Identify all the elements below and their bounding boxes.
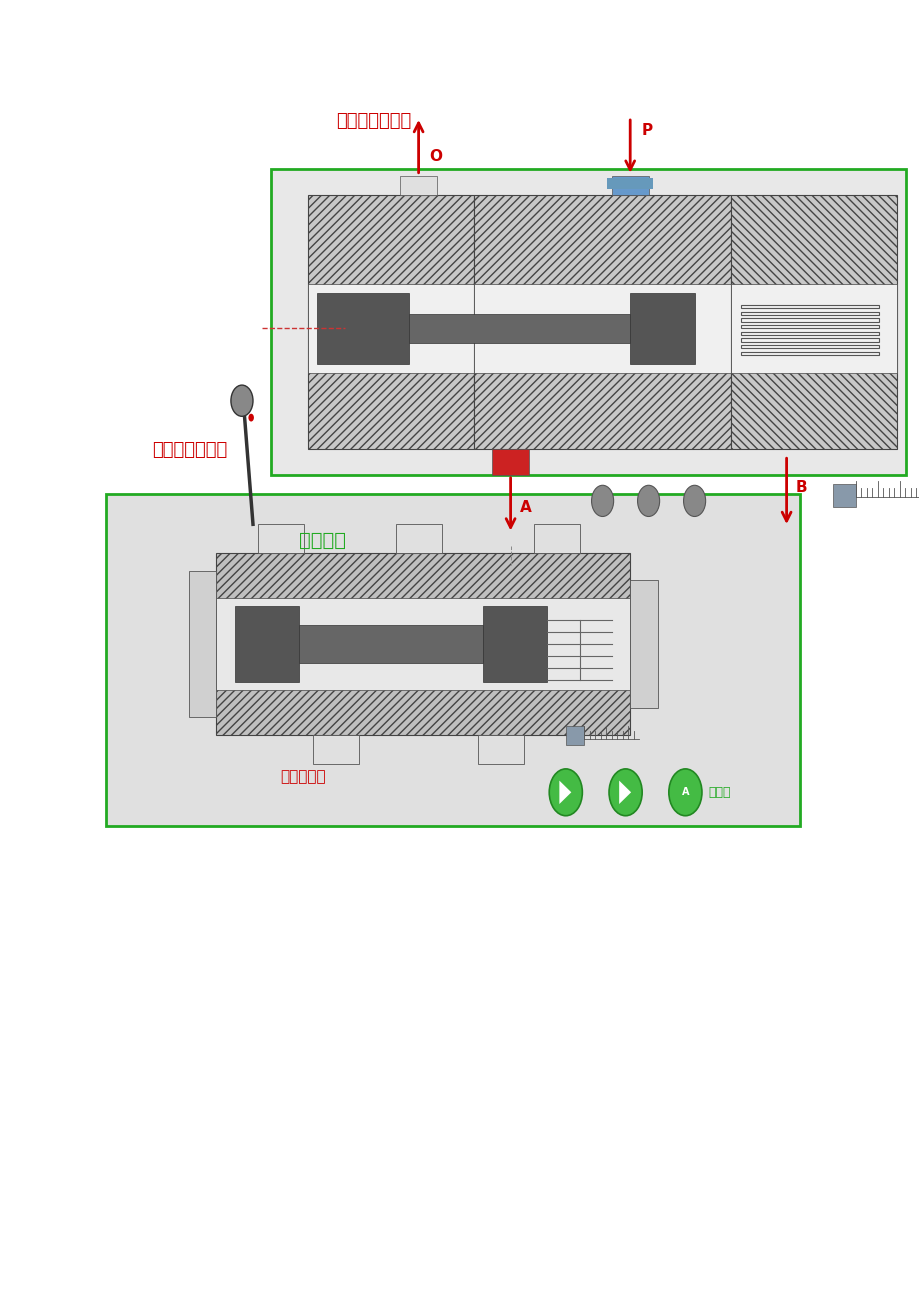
Bar <box>395 524 441 553</box>
Bar <box>482 606 547 682</box>
Polygon shape <box>618 781 630 804</box>
Text: 外力推动: 外力推动 <box>299 531 346 550</box>
Circle shape <box>591 485 613 516</box>
Bar <box>317 293 409 364</box>
Text: 手动换向阀: 手动换向阀 <box>280 769 326 785</box>
Circle shape <box>683 485 705 516</box>
Bar <box>473 284 731 373</box>
Bar <box>832 484 855 507</box>
Text: 三、手动换向阀: 三、手动换向阀 <box>152 441 227 459</box>
Bar <box>473 195 731 449</box>
Bar <box>257 524 303 553</box>
Bar <box>308 284 473 373</box>
Bar <box>234 606 299 682</box>
Bar <box>740 338 878 342</box>
Bar <box>740 351 878 355</box>
Bar <box>565 726 584 745</box>
Text: O: O <box>429 148 442 164</box>
Bar <box>533 524 579 553</box>
Text: 二、液动换向阀: 二、液动换向阀 <box>335 112 411 130</box>
Text: A: A <box>519 500 531 515</box>
Circle shape <box>608 769 641 816</box>
Bar <box>740 332 878 334</box>
Bar <box>492 449 528 475</box>
Text: A: A <box>681 787 688 798</box>
Bar <box>630 580 657 708</box>
Bar <box>478 735 524 764</box>
Bar <box>731 195 896 449</box>
Circle shape <box>668 769 701 816</box>
Circle shape <box>637 485 659 516</box>
Bar <box>740 312 878 315</box>
Bar <box>308 195 473 449</box>
Circle shape <box>231 385 253 416</box>
FancyBboxPatch shape <box>271 169 905 475</box>
Text: B: B <box>795 480 807 496</box>
FancyBboxPatch shape <box>106 494 800 826</box>
Text: 返回上: 返回上 <box>708 786 730 799</box>
Polygon shape <box>559 781 571 804</box>
Bar <box>740 304 878 308</box>
Bar <box>216 598 630 690</box>
Bar <box>299 624 482 664</box>
Bar <box>216 553 630 735</box>
Circle shape <box>248 414 254 422</box>
Text: P: P <box>641 122 652 138</box>
Bar <box>188 571 216 717</box>
Bar <box>400 176 437 195</box>
Bar <box>740 325 878 328</box>
Bar <box>740 345 878 349</box>
Circle shape <box>549 769 582 816</box>
Bar <box>607 178 652 189</box>
Bar <box>630 293 694 364</box>
Bar <box>611 176 648 195</box>
Bar <box>312 735 358 764</box>
Bar <box>731 284 896 373</box>
Bar <box>740 319 878 321</box>
Bar <box>409 314 630 342</box>
